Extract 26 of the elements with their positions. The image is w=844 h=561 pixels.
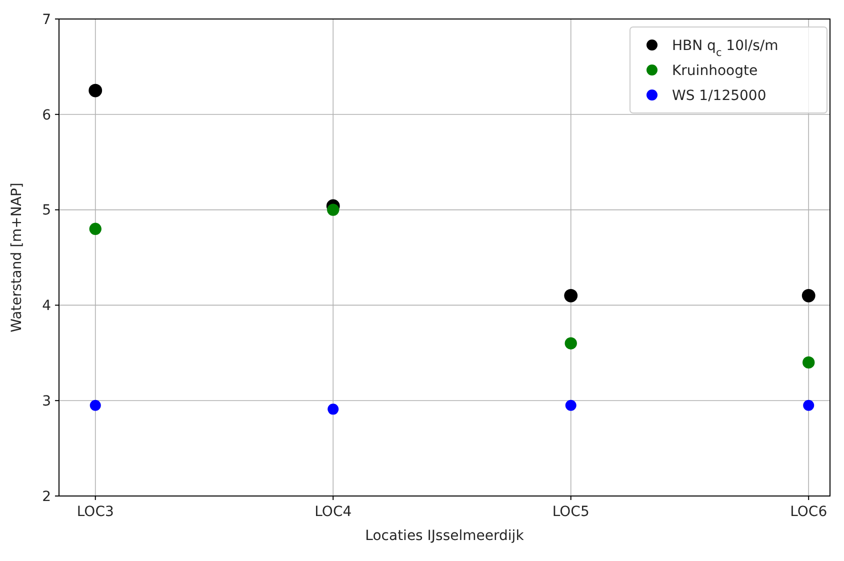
x-tick-label: LOC6: [790, 504, 828, 520]
point: [803, 400, 814, 411]
x-tick-label: LOC5: [552, 504, 590, 520]
point: [328, 404, 339, 415]
y-tick-label: 3: [42, 394, 51, 410]
x-tick-label: LOC3: [76, 504, 114, 520]
y-tick-label: 7: [42, 12, 51, 28]
point: [90, 400, 101, 411]
y-tick-label: 5: [42, 202, 51, 219]
point: [802, 356, 815, 369]
point: [564, 288, 578, 302]
point: [564, 337, 577, 350]
y-axis-title: Waterstand [m+NAP]: [9, 182, 25, 332]
legend-label: Kruinhoogte: [672, 62, 758, 79]
y-tick-label: 6: [42, 107, 52, 124]
point: [565, 400, 576, 411]
x-tick-label: LOC4: [314, 504, 352, 520]
point: [327, 204, 340, 216]
legend-label: WS 1/125000: [672, 88, 766, 104]
point: [88, 84, 102, 98]
legend-label: HBN q$_{c}$ 10l/s/m: [672, 38, 778, 59]
y-tick-label: 4: [42, 298, 52, 314]
point: [89, 222, 102, 235]
y-tick-label: 2: [42, 488, 51, 505]
x-axis-title: Locaties IJsselmeerdijk: [365, 528, 525, 544]
point: [802, 288, 816, 302]
